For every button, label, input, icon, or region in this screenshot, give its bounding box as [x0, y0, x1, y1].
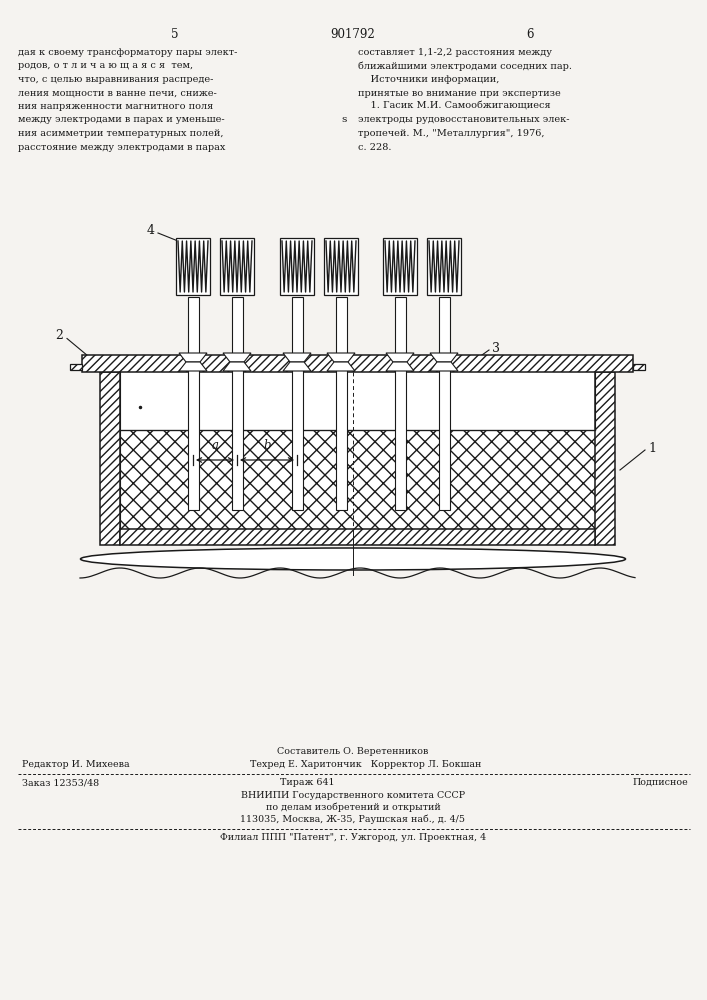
Text: 3: 3	[492, 342, 500, 355]
Text: составляет 1,1-2,2 расстояния между: составляет 1,1-2,2 расстояния между	[358, 48, 552, 57]
Bar	[280, 238, 314, 295]
Text: ния асимметрии температурных полей,: ния асимметрии температурных полей,	[18, 129, 223, 138]
Polygon shape	[179, 353, 207, 362]
Text: Подписное: Подписное	[632, 778, 688, 787]
Bar	[120, 430, 595, 529]
Polygon shape	[386, 353, 414, 362]
Polygon shape	[430, 353, 458, 362]
Text: что, с целью выравнивания распреде-: что, с целью выравнивания распреде-	[18, 75, 214, 84]
Text: b: b	[263, 439, 271, 452]
Polygon shape	[223, 362, 251, 371]
Bar	[336, 297, 347, 510]
Bar	[324, 238, 358, 295]
Text: Редактор И. Михеева: Редактор И. Михеева	[22, 760, 129, 769]
Text: 1: 1	[648, 442, 656, 454]
Text: между электродами в парах и уменьше-: между электродами в парах и уменьше-	[18, 115, 225, 124]
Text: Тираж 641: Тираж 641	[280, 778, 334, 787]
Bar	[383, 238, 417, 295]
Text: Источники информации,: Источники информации,	[358, 75, 499, 84]
Text: Заказ 12353/48: Заказ 12353/48	[22, 778, 99, 787]
Bar	[70, 364, 82, 370]
Bar	[633, 364, 645, 370]
Bar	[82, 355, 633, 372]
Bar	[176, 238, 210, 295]
Bar	[595, 372, 615, 545]
Text: 6: 6	[526, 28, 534, 41]
Text: Составитель О. Веретенников: Составитель О. Веретенников	[277, 747, 428, 756]
Text: тропечей. М., "Металлургия", 1976,: тропечей. М., "Металлургия", 1976,	[358, 129, 544, 138]
Bar	[188, 297, 199, 510]
Text: ближайшими электродами соседних пар.: ближайшими электродами соседних пар.	[358, 62, 572, 71]
Text: по делам изобретений и открытий: по делам изобретений и открытий	[266, 803, 440, 812]
Bar	[395, 297, 406, 510]
Text: расстояние между электродами в парах: расстояние между электродами в парах	[18, 142, 226, 151]
Bar	[292, 297, 303, 510]
Polygon shape	[327, 353, 355, 362]
Text: с. 228.: с. 228.	[358, 142, 392, 151]
Text: a: a	[211, 439, 218, 452]
Text: 1. Гасик М.И. Самообжигающиеся: 1. Гасик М.И. Самообжигающиеся	[358, 102, 551, 111]
Text: дая к своему трансформатору пары элект-: дая к своему трансформатору пары элект-	[18, 48, 238, 57]
Ellipse shape	[81, 548, 626, 570]
Text: 901792: 901792	[331, 28, 375, 41]
Polygon shape	[283, 362, 311, 371]
Bar	[427, 238, 461, 295]
Text: электроды рудовосстановительных элек-: электроды рудовосстановительных элек-	[358, 115, 570, 124]
Text: s: s	[341, 115, 346, 124]
Polygon shape	[179, 362, 207, 371]
Text: 5: 5	[171, 28, 179, 41]
Text: ления мощности в ванне печи, сниже-: ления мощности в ванне печи, сниже-	[18, 89, 217, 98]
Bar	[439, 297, 450, 510]
Text: ВНИИПИ Государственного комитета СССР: ВНИИПИ Государственного комитета СССР	[241, 791, 465, 800]
Text: ния напряженности магнитного поля: ния напряженности магнитного поля	[18, 102, 214, 111]
Bar	[220, 238, 254, 295]
Text: принятые во внимание при экспертизе: принятые во внимание при экспертизе	[358, 89, 561, 98]
Bar	[232, 297, 243, 510]
Text: 4: 4	[147, 225, 155, 237]
Bar	[120, 529, 595, 545]
Polygon shape	[283, 353, 311, 362]
Polygon shape	[223, 353, 251, 362]
Text: 2: 2	[55, 329, 63, 342]
Text: родов, о т л и ч а ю щ а я с я  тем,: родов, о т л и ч а ю щ а я с я тем,	[18, 62, 193, 70]
Polygon shape	[327, 362, 355, 371]
Bar	[120, 372, 595, 430]
Text: 113035, Москва, Ж-35, Раушская наб., д. 4/5: 113035, Москва, Ж-35, Раушская наб., д. …	[240, 815, 465, 824]
Polygon shape	[386, 362, 414, 371]
Text: Техред Е. Харитончик   Корректор Л. Бокшан: Техред Е. Харитончик Корректор Л. Бокшан	[250, 760, 481, 769]
Polygon shape	[430, 362, 458, 371]
Bar	[100, 372, 120, 545]
Text: Филиал ППП "Патент", г. Ужгород, ул. Проектная, 4: Филиал ППП "Патент", г. Ужгород, ул. Про…	[220, 833, 486, 842]
